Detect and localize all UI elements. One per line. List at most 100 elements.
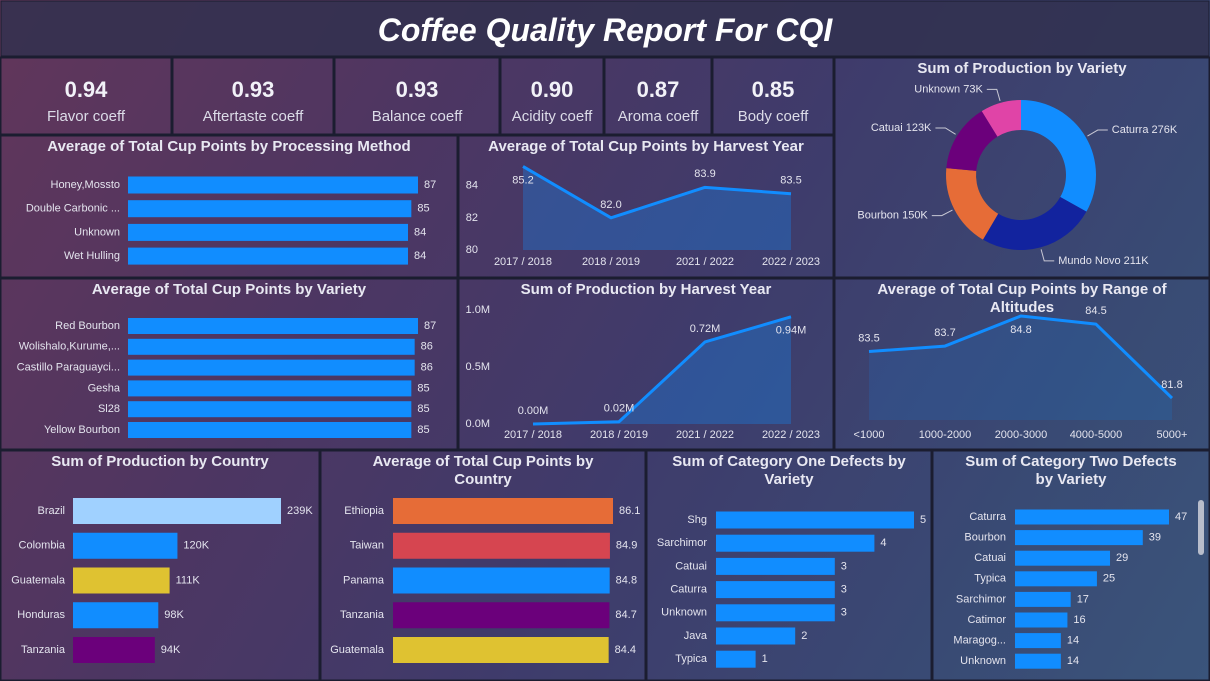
bar xyxy=(128,401,412,418)
x-tick-label: 2018 / 2019 xyxy=(582,256,640,268)
data-label: 85.2 xyxy=(512,174,533,186)
slice-label: Unknown 73K xyxy=(914,83,983,95)
x-tick-label: 5000+ xyxy=(1157,429,1188,441)
y-tick-label: Unknown xyxy=(960,655,1006,667)
donut-slice xyxy=(946,111,998,171)
kpi-label: Balance coeff xyxy=(371,108,463,125)
y-tick-label: Typica xyxy=(974,573,1007,585)
bar xyxy=(128,223,408,241)
bar xyxy=(73,637,155,663)
bar xyxy=(128,318,418,334)
slice-value: 73K xyxy=(963,83,983,95)
data-label: 120K xyxy=(183,540,209,552)
data-label: 84.4 xyxy=(615,644,636,656)
line xyxy=(522,165,792,220)
chart-title: Average of Total Cup Points by Range of … xyxy=(877,281,1167,316)
slice-category: Mundo Novo xyxy=(1058,255,1120,267)
data-label: 98K xyxy=(164,609,184,621)
bar xyxy=(73,567,170,594)
data-label: 86 xyxy=(421,341,433,353)
y-tick-label: Wolishalo,Kurume,... xyxy=(19,341,120,353)
chart-title: Average of Total Cup Points by Variety xyxy=(91,281,367,298)
data-label: 84.7 xyxy=(615,609,636,621)
bar xyxy=(1015,571,1097,587)
y-tick-label: 80 xyxy=(466,244,478,256)
y-tick-label: Castillo Paraguayci... xyxy=(17,362,120,374)
data-label: 2 xyxy=(801,630,807,642)
data-label: 239K xyxy=(287,505,313,517)
y-tick-label: Guatemala xyxy=(330,644,385,656)
y-tick-label: 0.0M xyxy=(466,418,490,430)
dashboard-title: Coffee Quality Report For CQI xyxy=(377,12,833,48)
chart-title: Sum of Production by Country xyxy=(51,453,269,470)
data-label: 84.8 xyxy=(1010,324,1031,336)
donut-slice xyxy=(1021,100,1097,212)
bar xyxy=(716,650,756,668)
data-label: 81.8 xyxy=(1161,379,1182,391)
bar xyxy=(128,247,408,265)
title-bar xyxy=(0,0,1210,57)
data-label: 14 xyxy=(1067,655,1079,667)
donut-slice xyxy=(982,197,1087,251)
leader-line xyxy=(931,209,953,217)
data-label: 1 xyxy=(762,653,768,665)
y-tick-label: Gesha xyxy=(88,382,121,394)
slice-category: Caturra xyxy=(1112,124,1150,136)
leader-line xyxy=(935,127,956,135)
data-label: 85 xyxy=(417,203,429,215)
bar xyxy=(393,602,610,629)
data-label: 111K xyxy=(176,574,201,586)
bar xyxy=(393,637,609,663)
data-label: 86.1 xyxy=(619,505,640,517)
bar xyxy=(73,498,281,524)
y-tick-label: Maragog... xyxy=(953,635,1006,647)
y-tick-label: Brazil xyxy=(37,505,65,517)
y-tick-label: Ethiopia xyxy=(344,505,385,517)
kpi-label: Aftertaste coeff xyxy=(202,108,304,125)
y-tick-label: 0.5M xyxy=(466,361,490,373)
bar xyxy=(1015,633,1061,649)
donut-slice xyxy=(946,168,999,240)
data-label: 3 xyxy=(841,607,847,619)
bar xyxy=(716,627,796,645)
data-label: 83.5 xyxy=(858,332,879,344)
x-tick-label: 2022 / 2023 xyxy=(762,256,820,268)
y-tick-label: Caturra xyxy=(969,511,1007,523)
y-tick-label: Wet Hulling xyxy=(64,250,120,262)
chart-title: Average of Total Cup Points by Processin… xyxy=(47,138,411,155)
bar xyxy=(73,602,159,629)
y-tick-label: Unknown xyxy=(661,607,707,619)
bar xyxy=(128,380,412,397)
chart-title: Average of Total Cup Points by Country xyxy=(372,453,594,488)
kpi-value: 0.87 xyxy=(636,77,680,102)
data-label: 14 xyxy=(1067,635,1079,647)
leader-line xyxy=(1087,129,1108,137)
y-tick-label: Tanzania xyxy=(21,644,66,656)
line xyxy=(532,315,792,426)
slice-label: Catuai 123K xyxy=(871,122,932,134)
y-tick-label: Honey,Mossto xyxy=(51,179,121,191)
data-label: 82.0 xyxy=(600,199,621,211)
data-label: 39 xyxy=(1149,532,1161,544)
kpi-card: 0.93 Balance coeff xyxy=(334,57,500,135)
kpi-label: Acidity coeff xyxy=(511,108,593,125)
slice-value: 150K xyxy=(902,209,928,221)
bar xyxy=(716,511,914,529)
panel xyxy=(457,277,835,451)
y-tick-label: Catuai xyxy=(974,552,1006,564)
kpi-value: 0.94 xyxy=(64,77,108,102)
slice-value: 123K xyxy=(906,122,932,134)
chart-title: Sum of Production by Variety xyxy=(917,60,1127,77)
y-tick-label: 1.0M xyxy=(466,304,490,316)
panel xyxy=(603,56,713,136)
x-tick-label: 2021 / 2022 xyxy=(676,256,734,268)
kpi-card: 0.94 Flavor coeff xyxy=(0,57,172,135)
data-label: 17 xyxy=(1077,593,1089,605)
data-label: 0.94M xyxy=(776,325,807,337)
y-tick-label: Catimor xyxy=(967,614,1006,626)
kpi-value: 0.93 xyxy=(395,77,439,102)
data-label: 87 xyxy=(424,179,436,191)
bar xyxy=(716,534,875,552)
bar xyxy=(128,176,418,194)
